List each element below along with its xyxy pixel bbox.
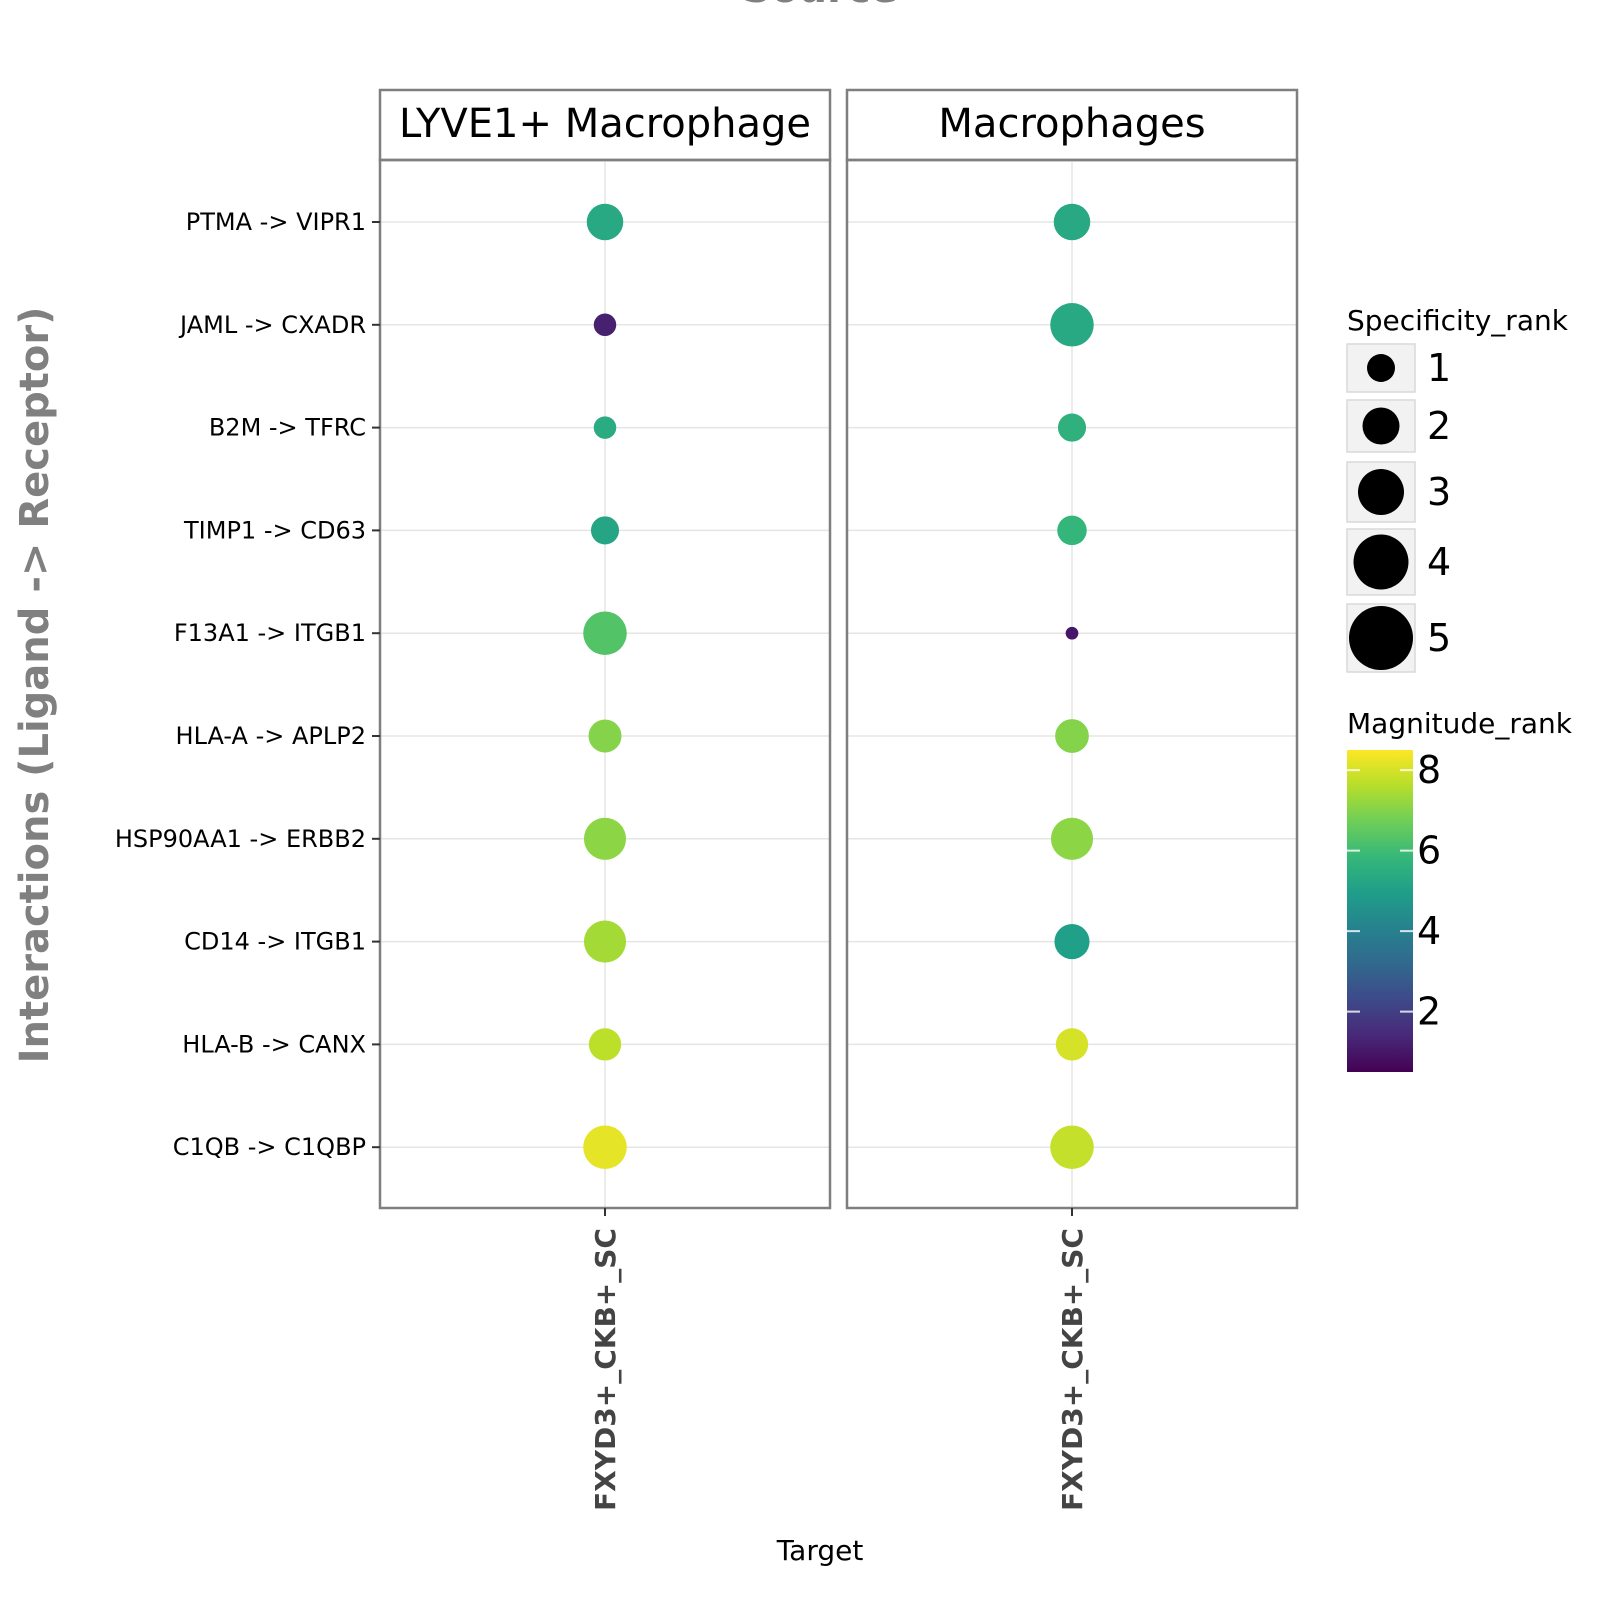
data-point [1055,1028,1089,1061]
size-legend-label: 5 [1427,616,1451,660]
color-legend-label: 2 [1417,990,1441,1034]
size-legend-title: Specificity_rank [1347,304,1569,337]
data-point [1065,626,1079,640]
size-legend-dot [1349,606,1413,670]
size-legend-label: 4 [1427,540,1451,584]
data-point [583,611,627,655]
data-point [583,920,627,963]
y-tick-label: C1QB -> C1QBP [173,1133,366,1161]
plot-area: LYVE1+ Macrophage FXYD3+_CKB+_SC Macrophag… [115,88,1299,1511]
data-point [593,313,617,337]
legend-area: Specificity_rank 1 2 3 4 5 Magnitude_rank 2 4 6 8 [1346,304,1573,1072]
y-tick-label: HLA-A -> APLP2 [176,722,366,750]
x-tick-label: FXYD3+_CKB+_SC [589,1228,622,1511]
data-point [1057,515,1087,546]
color-legend-title: Magnitude_rank [1347,707,1573,740]
facet-strip-label: LYVE1+ Macrophage [399,101,811,147]
y-tick-label: B2M -> TFRC [209,414,366,442]
facet-strip-label: Macrophages [938,101,1205,147]
data-point [583,1125,627,1169]
y-tick-label: CD14 -> ITGB1 [184,928,366,956]
data-point [1050,303,1094,347]
data-point [586,203,624,241]
size-legend-label: 2 [1427,404,1451,448]
y-axis-label: Interactions (Ligand -> Receptor) [12,307,58,1064]
x-axis-label: Target [776,1534,864,1567]
data-point [1053,203,1091,241]
data-point [1055,719,1089,753]
y-tick-label: JAML -> CXADR [178,311,366,339]
y-tick-label: PTMA -> VIPR1 [186,208,366,236]
data-point [588,1028,622,1061]
y-tick-label: TIMP1 -> CD63 [183,516,366,544]
chart-title: Source [742,0,897,12]
data-point [1054,924,1090,960]
y-tick-label: HSP90AA1 -> ERBB2 [115,825,366,853]
color-legend-label: 8 [1417,748,1441,792]
data-point [1050,817,1094,860]
size-legend-label: 1 [1427,346,1451,390]
data-point [1057,413,1087,442]
size-legend-label: 3 [1427,470,1451,514]
size-legend-dot [1353,534,1409,590]
y-tick-label: F13A1 -> ITGB1 [174,619,366,647]
data-point [588,719,622,753]
color-legend-bar [1347,750,1413,1072]
color-legend-label: 4 [1417,909,1441,953]
y-tick-label: HLA-B -> CANX [182,1030,366,1058]
facet-strip [378,88,832,162]
data-point [583,817,627,860]
data-point [590,516,620,545]
x-tick-label: FXYD3+_CKB+_SC [1056,1228,1089,1511]
color-legend-label: 6 [1417,829,1441,873]
size-legend-dot [1358,469,1404,515]
data-point [593,416,617,439]
data-point [1050,1125,1094,1169]
size-legend-dot [1367,354,1395,382]
size-legend-dot [1362,407,1400,445]
